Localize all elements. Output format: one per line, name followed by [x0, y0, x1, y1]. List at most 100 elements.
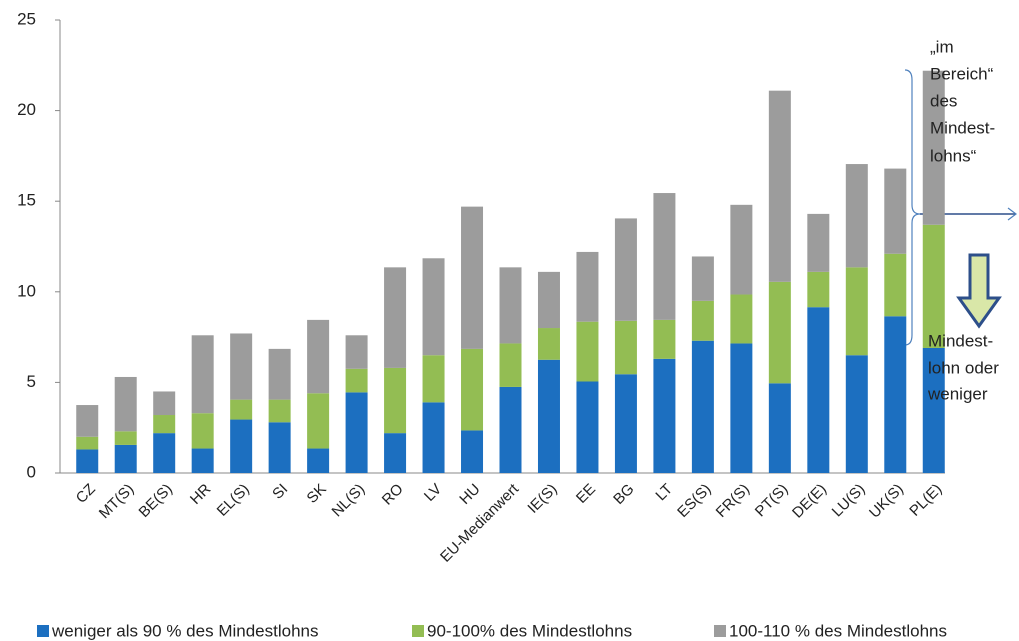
arrow-head: [1007, 207, 1017, 221]
x-tick-label: ES(S): [674, 481, 714, 521]
bar-segment: [153, 391, 176, 416]
bar-segment: [307, 448, 330, 473]
bar-segment: [537, 328, 560, 360]
bar-segment: [114, 444, 137, 473]
bar-segment: [345, 392, 368, 473]
x-tick-label: FR(S): [713, 481, 753, 521]
y-tick-label: 15: [17, 191, 36, 210]
bar-segment: [114, 376, 137, 432]
annotation: weniger: [927, 384, 988, 403]
x-tick-label: EL(S): [214, 481, 253, 520]
bar-segment: [730, 294, 753, 344]
bar-segment: [268, 348, 291, 400]
bar-segment: [268, 399, 291, 423]
bar-segment: [730, 343, 753, 473]
bar-segment: [230, 419, 253, 473]
bar-segment: [384, 367, 407, 434]
annotation: „im: [930, 37, 954, 56]
bar-segment: [922, 347, 945, 473]
legend-swatch: [412, 625, 424, 637]
bar-segment: [576, 251, 599, 322]
bar-segment: [114, 431, 137, 445]
bar-segment: [691, 256, 714, 301]
bar-segment: [576, 321, 599, 382]
bar-segment: [230, 333, 253, 400]
x-tick-label: BE(S): [136, 481, 176, 521]
bar-segment: [653, 193, 676, 320]
y-tick-label: 0: [27, 462, 36, 481]
bar-segment: [884, 253, 907, 317]
y-tick-label: 5: [27, 372, 36, 391]
bar-segment: [268, 422, 291, 473]
bar-segment: [730, 204, 753, 295]
bar-segment: [884, 316, 907, 473]
bar-segment: [845, 267, 868, 356]
annotation: des: [930, 91, 957, 110]
bar-segment: [191, 335, 214, 414]
bar-segment: [76, 436, 99, 450]
bar-segment: [807, 307, 830, 473]
bar-segment: [922, 70, 945, 225]
annotation: Mindest-: [928, 331, 993, 350]
bar-segment: [499, 386, 522, 473]
x-tick-label: PL(E): [906, 481, 945, 520]
annotation: lohns“: [930, 146, 977, 165]
bar-segment: [422, 258, 445, 356]
bar-segment: [845, 164, 868, 268]
x-tick-label: MT(S): [96, 481, 137, 522]
x-tick-label: BG: [610, 481, 637, 508]
bar-segment: [499, 267, 522, 344]
bar-segment: [345, 335, 368, 369]
bar-segment: [537, 271, 560, 329]
y-tick-label: 10: [17, 281, 36, 300]
annotation: lohn oder: [928, 358, 999, 377]
x-tick-label: RO: [379, 481, 407, 509]
x-tick-label: HU: [456, 481, 483, 508]
legend-label: weniger als 90 % des Mindestlohns: [51, 621, 318, 640]
bar-segment: [884, 168, 907, 254]
bar-segment: [691, 340, 714, 473]
x-tick-label: HR: [187, 481, 214, 508]
bar-segment: [653, 358, 676, 473]
x-tick-label: EE: [573, 481, 599, 507]
x-tick-label: PT(S): [752, 481, 792, 521]
bar-segment: [230, 399, 253, 420]
x-tick-label: CZ: [73, 481, 99, 507]
legend-label: 90-100% des Mindestlohns: [427, 621, 632, 640]
bar-segment: [768, 90, 791, 282]
bar-segment: [76, 405, 99, 437]
legend-swatch: [37, 625, 49, 637]
x-tick-label: LV: [421, 481, 445, 505]
bar-segment: [653, 319, 676, 359]
bar-segment: [614, 320, 637, 375]
x-tick-label: NL(S): [329, 481, 369, 521]
bar-segment: [191, 448, 214, 473]
bar-segment: [307, 393, 330, 449]
bar-segment: [307, 319, 330, 394]
bar-segment: [768, 383, 791, 473]
bar-segment: [422, 355, 445, 403]
bar-segment: [614, 374, 637, 473]
legend-swatch: [714, 625, 726, 637]
bar-segment: [461, 348, 484, 431]
bar-segment: [807, 213, 830, 272]
y-tick-label: 25: [17, 9, 36, 28]
annotation: Bereich“: [930, 64, 994, 83]
y-tick-label: 20: [17, 100, 36, 119]
bar-segment: [537, 359, 560, 473]
bar-segment: [807, 271, 830, 308]
x-tick-label: DE(E): [789, 481, 830, 522]
bar-segment: [345, 368, 368, 393]
bar-segment: [922, 224, 945, 348]
x-tick-label: SI: [269, 481, 291, 503]
bar-segment: [461, 206, 484, 349]
x-tick-label: SK: [304, 481, 330, 507]
bar-segment: [614, 218, 637, 321]
bar-segment: [384, 267, 407, 368]
legend-label: 100-110 % des Mindestlohns: [729, 621, 947, 640]
bar-segment: [499, 343, 522, 387]
bar-segment: [153, 415, 176, 434]
brace: [904, 69, 921, 346]
annotation: Mindest-: [930, 118, 995, 137]
